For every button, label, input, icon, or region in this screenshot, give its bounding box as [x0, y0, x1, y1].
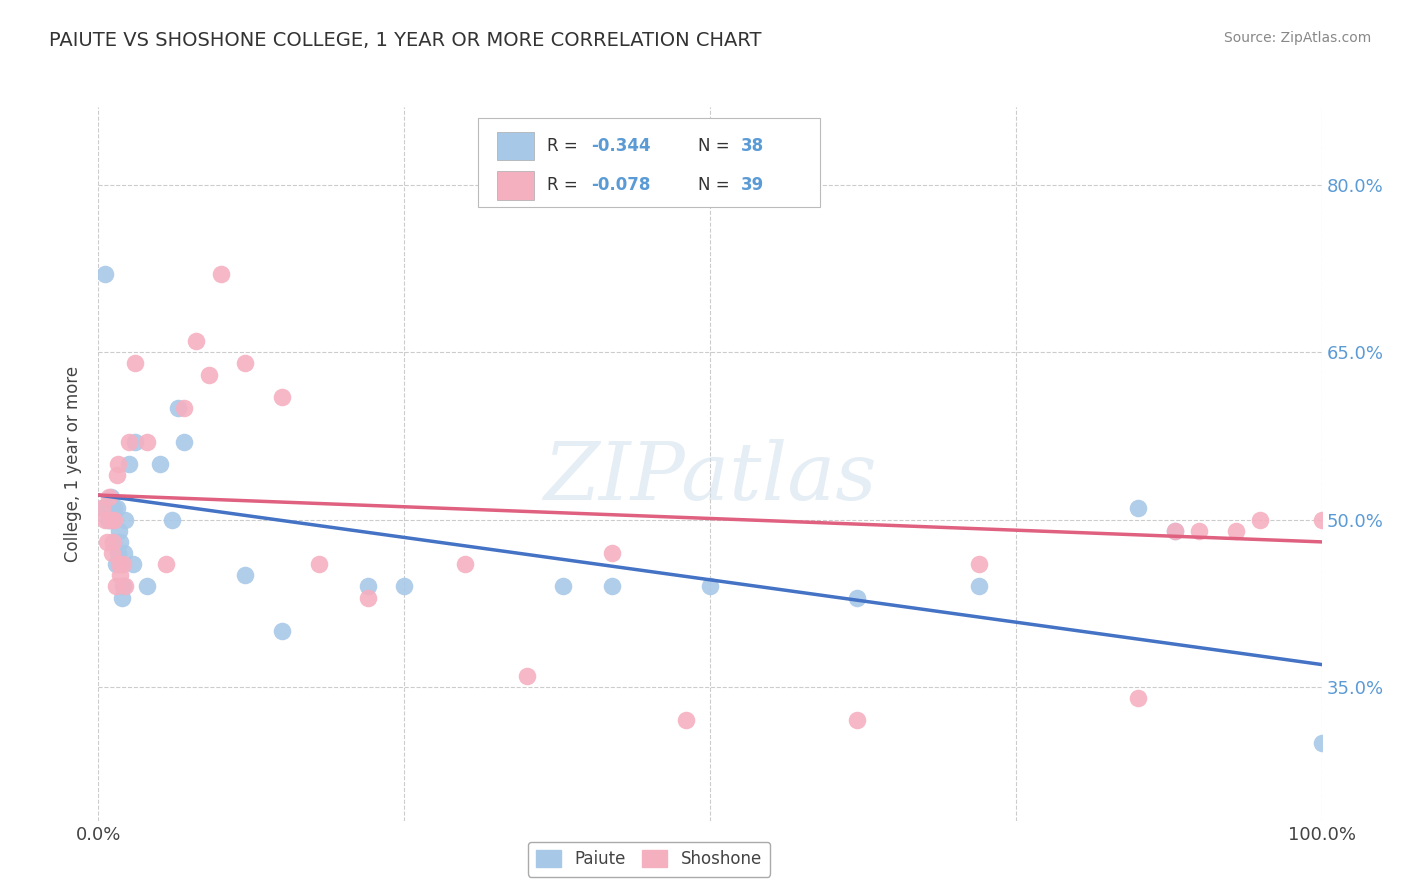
Point [121, 557, 143, 572]
Point [845, 591, 868, 605]
Point [97, 512, 120, 526]
Point [1128, 501, 1150, 516]
Point [104, 580, 127, 594]
Point [233, 568, 256, 582]
Point [111, 580, 134, 594]
Point [107, 546, 129, 560]
Point [600, 580, 623, 594]
Point [1164, 524, 1187, 538]
Text: R =: R = [547, 137, 583, 155]
Point [104, 557, 127, 572]
Point [101, 535, 124, 549]
Point [136, 580, 159, 594]
Point [1249, 512, 1271, 526]
Point [98, 512, 121, 526]
Point [675, 714, 697, 728]
Point [1310, 735, 1333, 749]
Point [94, 501, 117, 516]
Point [173, 434, 195, 449]
Y-axis label: College, 1 year or more: College, 1 year or more [65, 366, 83, 562]
Point [356, 591, 378, 605]
Point [93, 268, 115, 282]
Point [1188, 524, 1211, 538]
Point [98, 490, 121, 504]
Point [149, 457, 172, 471]
Point [136, 434, 159, 449]
Text: R =: R = [547, 177, 583, 194]
Text: ZIPatlas: ZIPatlas [543, 440, 877, 516]
Point [155, 557, 177, 572]
Point [845, 714, 868, 728]
Point [515, 669, 537, 683]
Text: Source: ZipAtlas.com: Source: ZipAtlas.com [1223, 31, 1371, 45]
Point [1128, 690, 1150, 705]
Text: -0.078: -0.078 [592, 177, 651, 194]
FancyBboxPatch shape [498, 171, 534, 200]
Point [197, 368, 219, 382]
Point [108, 524, 131, 538]
Point [167, 401, 190, 416]
Point [101, 546, 124, 560]
Point [111, 591, 134, 605]
Point [233, 356, 256, 371]
Point [699, 580, 721, 594]
Point [101, 535, 124, 549]
Point [1310, 512, 1333, 526]
Point [108, 557, 131, 572]
Text: PAIUTE VS SHOSHONE COLLEGE, 1 YEAR OR MORE CORRELATION CHART: PAIUTE VS SHOSHONE COLLEGE, 1 YEAR OR MO… [49, 31, 762, 50]
Text: 39: 39 [741, 177, 763, 194]
Point [114, 580, 136, 594]
Point [96, 535, 118, 549]
Point [356, 580, 378, 594]
Point [100, 490, 122, 504]
Point [110, 535, 132, 549]
FancyBboxPatch shape [478, 118, 820, 207]
Legend: Paiute, Shoshone: Paiute, Shoshone [527, 842, 770, 877]
Point [173, 401, 195, 416]
Point [1225, 524, 1247, 538]
Point [103, 512, 125, 526]
Point [967, 557, 990, 572]
Point [392, 580, 416, 594]
Point [111, 557, 134, 572]
FancyBboxPatch shape [498, 132, 534, 161]
Point [270, 624, 294, 639]
Point [112, 546, 135, 560]
Point [105, 467, 128, 482]
Point [160, 512, 183, 526]
Point [600, 546, 623, 560]
Point [93, 512, 115, 526]
Point [101, 512, 124, 526]
Point [124, 434, 146, 449]
Point [100, 512, 122, 526]
Point [209, 268, 232, 282]
Point [1164, 524, 1187, 538]
Point [186, 334, 208, 348]
Point [105, 501, 128, 516]
Text: N =: N = [697, 137, 735, 155]
Text: 38: 38 [741, 137, 763, 155]
Point [124, 356, 146, 371]
Point [107, 457, 129, 471]
Point [967, 580, 990, 594]
Point [308, 557, 330, 572]
Point [454, 557, 477, 572]
Text: -0.344: -0.344 [592, 137, 651, 155]
Text: N =: N = [697, 177, 735, 194]
Point [103, 501, 125, 516]
Point [553, 580, 575, 594]
Point [91, 501, 114, 516]
Point [114, 512, 136, 526]
Point [91, 501, 114, 516]
Point [118, 457, 141, 471]
Point [270, 390, 294, 404]
Point [118, 434, 141, 449]
Point [110, 568, 132, 582]
